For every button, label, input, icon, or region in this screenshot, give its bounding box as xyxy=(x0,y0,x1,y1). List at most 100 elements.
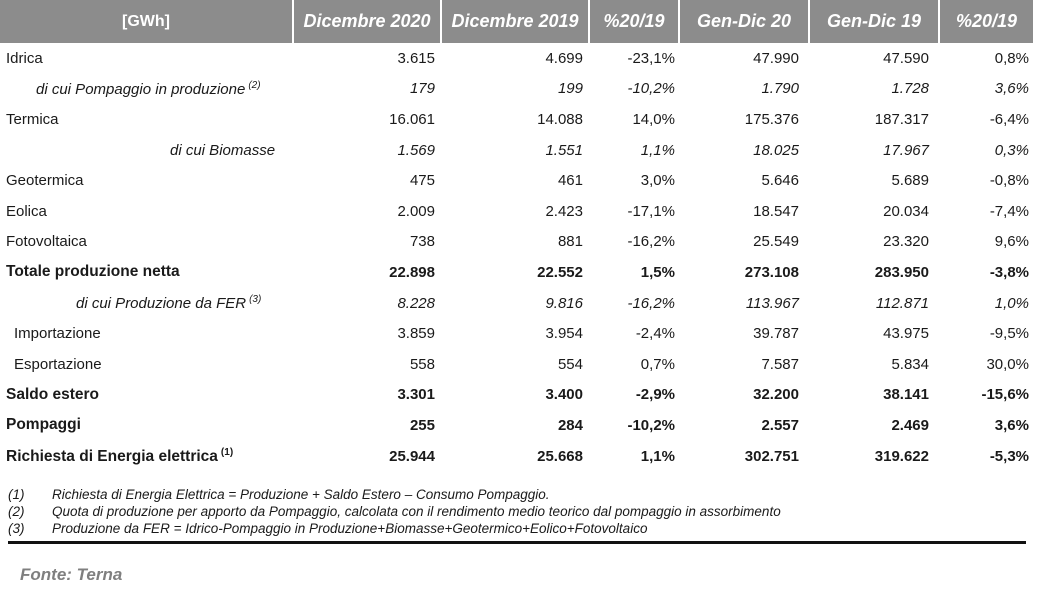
cell: 2.009 xyxy=(397,202,435,220)
table-row: Importazione 3.859 3.954 -2,4% 39.787 43… xyxy=(0,318,1033,349)
cell: 25.668 xyxy=(537,447,583,465)
cell: 558 xyxy=(409,355,435,373)
header-unit: [GWh] xyxy=(0,0,294,43)
footnote-text: Produzione da FER = Idrico-Pompaggio in … xyxy=(52,521,648,536)
header-dic-2020: Dicembre 2020 xyxy=(293,0,442,43)
cell: 1.551 xyxy=(545,141,583,159)
footnote-number: (3) xyxy=(8,521,25,536)
table-row-total: Saldo estero 3.301 3.400 -2,9% 32.200 38… xyxy=(0,380,1033,411)
cell: 2.557 xyxy=(761,416,799,434)
footnote-text: Quota di produzione per apporto da Pompa… xyxy=(52,504,781,519)
cell: -7,4% xyxy=(989,202,1029,220)
cell: -16,2% xyxy=(627,294,675,312)
header-gen-dic-20: Gen-Dic 20 xyxy=(679,0,810,43)
footnote: (2) Quota di produzione per apporto da P… xyxy=(8,503,781,520)
cell: 1,1% xyxy=(640,447,675,465)
footnote-number: (2) xyxy=(8,504,25,519)
cell: 2.469 xyxy=(891,416,929,434)
table-header-row: [GWh] Dicembre 2020 Dicembre 2019 %20/19… xyxy=(0,0,1033,43)
cell: 319.622 xyxy=(874,447,929,465)
cell: -17,1% xyxy=(627,202,675,220)
cell: 22.898 xyxy=(389,263,435,281)
source-label: Fonte: Terna xyxy=(20,565,123,584)
cell: 9,6% xyxy=(994,233,1029,251)
table-row-total: Totale produzione netta 22.898 22.552 1,… xyxy=(0,257,1033,288)
table-row: Geotermica 475 461 3,0% 5.646 5.689 -0,8… xyxy=(0,165,1033,196)
cell: -23,1% xyxy=(627,49,675,67)
cell: 3.859 xyxy=(397,325,435,343)
cell: 17.967 xyxy=(883,141,929,159)
cell: 4.699 xyxy=(545,49,583,67)
cell: 20.034 xyxy=(883,202,929,220)
cell: 1,1% xyxy=(640,141,675,159)
table-row: Fotovoltaica 738 881 -16,2% 25.549 23.32… xyxy=(0,227,1033,258)
cell: 283.950 xyxy=(874,263,929,281)
cell: 175.376 xyxy=(744,110,799,128)
header-dic-2019: Dicembre 2019 xyxy=(441,0,590,43)
cell: 0,8% xyxy=(994,49,1029,67)
cell: 8.228 xyxy=(397,294,435,312)
cell: 3.400 xyxy=(545,386,583,404)
cell: -16,2% xyxy=(627,233,675,251)
cell: 16.061 xyxy=(389,110,435,128)
energy-balance-table: [GWh] Dicembre 2020 Dicembre 2019 %20/19… xyxy=(0,0,1033,472)
cell: 9.816 xyxy=(545,294,583,312)
cell: 5.834 xyxy=(891,355,929,373)
cell: 881 xyxy=(557,233,583,251)
cell: 22.552 xyxy=(537,263,583,281)
cell: 1.728 xyxy=(891,80,929,98)
cell: 7.587 xyxy=(761,355,799,373)
energy-table-container: [GWh] Dicembre 2020 Dicembre 2019 %20/19… xyxy=(0,0,1033,472)
cell: 3.301 xyxy=(397,386,435,404)
header-pct-year: %20/19 xyxy=(939,0,1033,43)
cell: 554 xyxy=(557,355,583,373)
footnote: (3) Produzione da FER = Idrico-Pompaggio… xyxy=(8,520,781,537)
cell: 43.975 xyxy=(883,325,929,343)
row-label: Geotermica xyxy=(6,172,84,190)
cell: 255 xyxy=(409,416,435,434)
cell: 0,3% xyxy=(994,141,1029,159)
table-row: Esportazione 558 554 0,7% 7.587 5.834 30… xyxy=(0,349,1033,380)
table-row-total: Pompaggi 255 284 -10,2% 2.557 2.469 3,6% xyxy=(0,410,1033,441)
cell: 199 xyxy=(557,80,583,98)
cell: -10,2% xyxy=(627,416,675,434)
row-label: Esportazione xyxy=(14,355,102,373)
cell: 1,0% xyxy=(994,294,1029,312)
cell: 302.751 xyxy=(744,447,799,465)
table-row: di cui Biomasse 1.569 1.551 1,1% 18.025 … xyxy=(0,135,1033,166)
cell: 32.200 xyxy=(753,386,799,404)
cell: 5.646 xyxy=(761,172,799,190)
cell: 3,6% xyxy=(994,416,1029,434)
row-label: Termica xyxy=(6,110,59,128)
cell: 14,0% xyxy=(632,110,675,128)
cell: 3.954 xyxy=(545,325,583,343)
footnotes: (1) Richiesta di Energia Elettrica = Pro… xyxy=(8,486,781,537)
cell: 113.967 xyxy=(745,294,799,312)
row-label-cell: di cui Pompaggio in produzione (2) xyxy=(0,74,293,105)
cell: -2,9% xyxy=(635,386,675,404)
cell: 30,0% xyxy=(986,355,1029,373)
cell: 38.141 xyxy=(883,386,929,404)
cell: -2,4% xyxy=(635,325,675,343)
cell: 25.549 xyxy=(753,233,799,251)
row-label-cell: di cui Produzione da FER (3) xyxy=(0,288,293,319)
table-row-total: Richiesta di Energia elettrica (1) 25.944… xyxy=(0,441,1033,472)
row-label: Pompaggi xyxy=(6,416,81,434)
cell: 5.689 xyxy=(891,172,929,190)
cell: 14.088 xyxy=(537,110,583,128)
table-row: di cui Pompaggio in produzione (2) 179 19… xyxy=(0,74,1033,105)
cell: 1.569 xyxy=(397,141,435,159)
cell: 0,7% xyxy=(640,355,675,373)
cell: -9,5% xyxy=(989,325,1029,343)
table-row: Idrica 3.615 4.699 -23,1% 47.990 47.590 … xyxy=(0,43,1033,74)
cell: 179 xyxy=(409,80,435,98)
cell: 47.590 xyxy=(883,49,929,67)
row-label: Eolica xyxy=(6,202,47,220)
row-label: Saldo estero xyxy=(6,385,100,403)
row-label: Fotovoltaica xyxy=(6,233,87,251)
footnote-ref: (1) xyxy=(220,446,234,458)
header-pct-month: %20/19 xyxy=(589,0,680,43)
cell: -15,6% xyxy=(981,386,1029,404)
divider xyxy=(8,541,1026,544)
cell: 39.787 xyxy=(753,325,799,343)
